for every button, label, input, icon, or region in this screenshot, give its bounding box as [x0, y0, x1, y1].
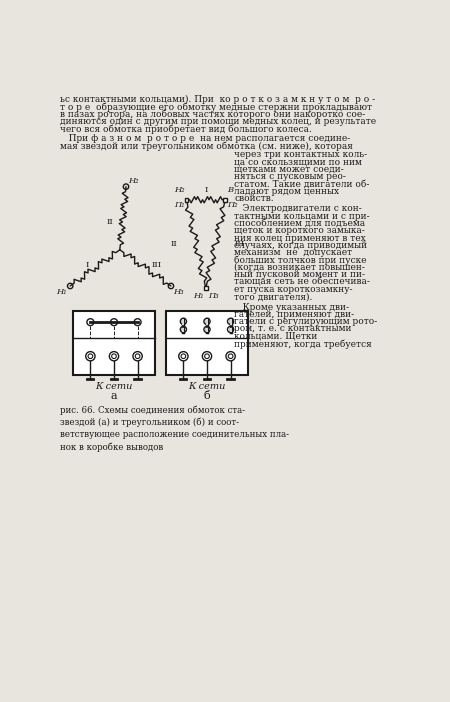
Text: (когда возникает повышен-: (когда возникает повышен-	[234, 263, 365, 272]
Text: применяют, когда требуется: применяют, когда требуется	[234, 339, 372, 349]
Text: Электродвигатели с кон-: Электродвигатели с кон-	[234, 204, 362, 213]
Text: б: б	[203, 392, 210, 402]
Text: свойств.: свойств.	[234, 194, 274, 203]
Text: способлением для подъема: способлением для подъема	[234, 219, 365, 228]
Text: щеток и короткого замыка-: щеток и короткого замыка-	[234, 226, 365, 235]
Text: больших толчков при пуске: больших толчков при пуске	[234, 256, 367, 265]
Bar	[73, 312, 155, 375]
Text: ца со скользящими по ним: ца со скользящими по ним	[234, 157, 362, 166]
Text: тающая сеть не обеспечива-: тающая сеть не обеспечива-	[234, 277, 370, 286]
Text: механизм  не  допускает: механизм не допускает	[234, 249, 353, 257]
Text: ет пуска короткозамкну-: ет пуска короткозамкну-	[234, 285, 353, 294]
Text: чего вся обмотка приобретает вид большого колеса.: чего вся обмотка приобретает вид большог…	[60, 124, 312, 134]
Text: B: B	[227, 186, 233, 194]
Text: H₃: H₃	[173, 288, 184, 296]
Bar	[166, 312, 248, 375]
Text: III: III	[152, 261, 162, 269]
Text: щетками может соеди-: щетками может соеди-	[234, 165, 344, 173]
Text: т о р е  образующие его обмотку медные стержни прокладывают: т о р е образующие его обмотку медные ст…	[60, 102, 372, 112]
Text: мая звездой или треугольником обмотка (см. ниже), которая: мая звездой или треугольником обмотка (с…	[60, 141, 353, 151]
Text: Кроме указанных дви-: Кроме указанных дви-	[234, 303, 350, 312]
Text: случаях, когда приводимый: случаях, когда приводимый	[234, 241, 368, 250]
Text: II: II	[171, 239, 177, 248]
Text: H₁: H₁	[57, 288, 67, 296]
Text: в пазах ротора, на лобовых частях которого они накоротко сое-: в пазах ротора, на лобовых частях которо…	[60, 110, 365, 119]
Text: няться с пусковым рео-: няться с пусковым рео-	[234, 172, 346, 181]
Text: H₁: H₁	[193, 292, 203, 300]
Text: П₃: П₃	[208, 292, 219, 300]
Text: H₂: H₂	[128, 177, 139, 185]
Text: а: а	[111, 392, 117, 402]
Text: тактными кольцами и с при-: тактными кольцами и с при-	[234, 212, 370, 220]
Text: ьс контактными кольцами). При  ко р о т к о з а м к н у т о м  р о -: ьс контактными кольцами). При ко р о т к…	[60, 95, 375, 104]
Text: того двигателя).: того двигателя).	[234, 292, 313, 301]
Bar	[223, 198, 227, 201]
Text: гатели с регулирующим рото-: гатели с регулирующим рото-	[234, 317, 378, 326]
Text: К сети: К сети	[188, 382, 226, 391]
Text: H₂: H₂	[174, 186, 185, 194]
Text: диняются один с другим при помощи медных колец, и результате: диняются один с другим при помощи медных…	[60, 117, 376, 126]
Text: III: III	[234, 239, 245, 248]
Text: К сети: К сети	[95, 382, 133, 391]
Bar	[204, 286, 208, 290]
Text: ром, т. е. с контактными: ром, т. е. с контактными	[234, 324, 352, 333]
Text: П₂: П₂	[227, 201, 238, 209]
Text: II: II	[107, 218, 113, 226]
Text: П₁: П₁	[174, 201, 185, 209]
Text: ный пусковой момент и пи-: ный пусковой момент и пи-	[234, 270, 365, 279]
Bar	[184, 198, 189, 201]
Text: ния колец применяют в тех: ния колец применяют в тех	[234, 234, 366, 243]
Text: кольцами. Щетки: кольцами. Щетки	[234, 332, 318, 340]
Text: через три контактных коль-: через три контактных коль-	[234, 150, 368, 159]
Text: рис. 66. Схемы соединения обмоток ста-
звездой (а) и треугольником (б) и соот-
в: рис. 66. Схемы соединения обмоток ста- з…	[60, 405, 289, 451]
Text: При ф а з н о м  р о т о р е  на нем располагается соедине-: При ф а з н о м р о т о р е на нем распо…	[60, 134, 351, 143]
Text: I: I	[204, 185, 207, 194]
Text: гателей, применяют дви-: гателей, применяют дви-	[234, 310, 355, 319]
Text: статом. Такие двигатели об-: статом. Такие двигатели об-	[234, 179, 370, 188]
Text: ладают рядом ценных: ладают рядом ценных	[234, 187, 340, 196]
Text: I: I	[86, 261, 89, 269]
